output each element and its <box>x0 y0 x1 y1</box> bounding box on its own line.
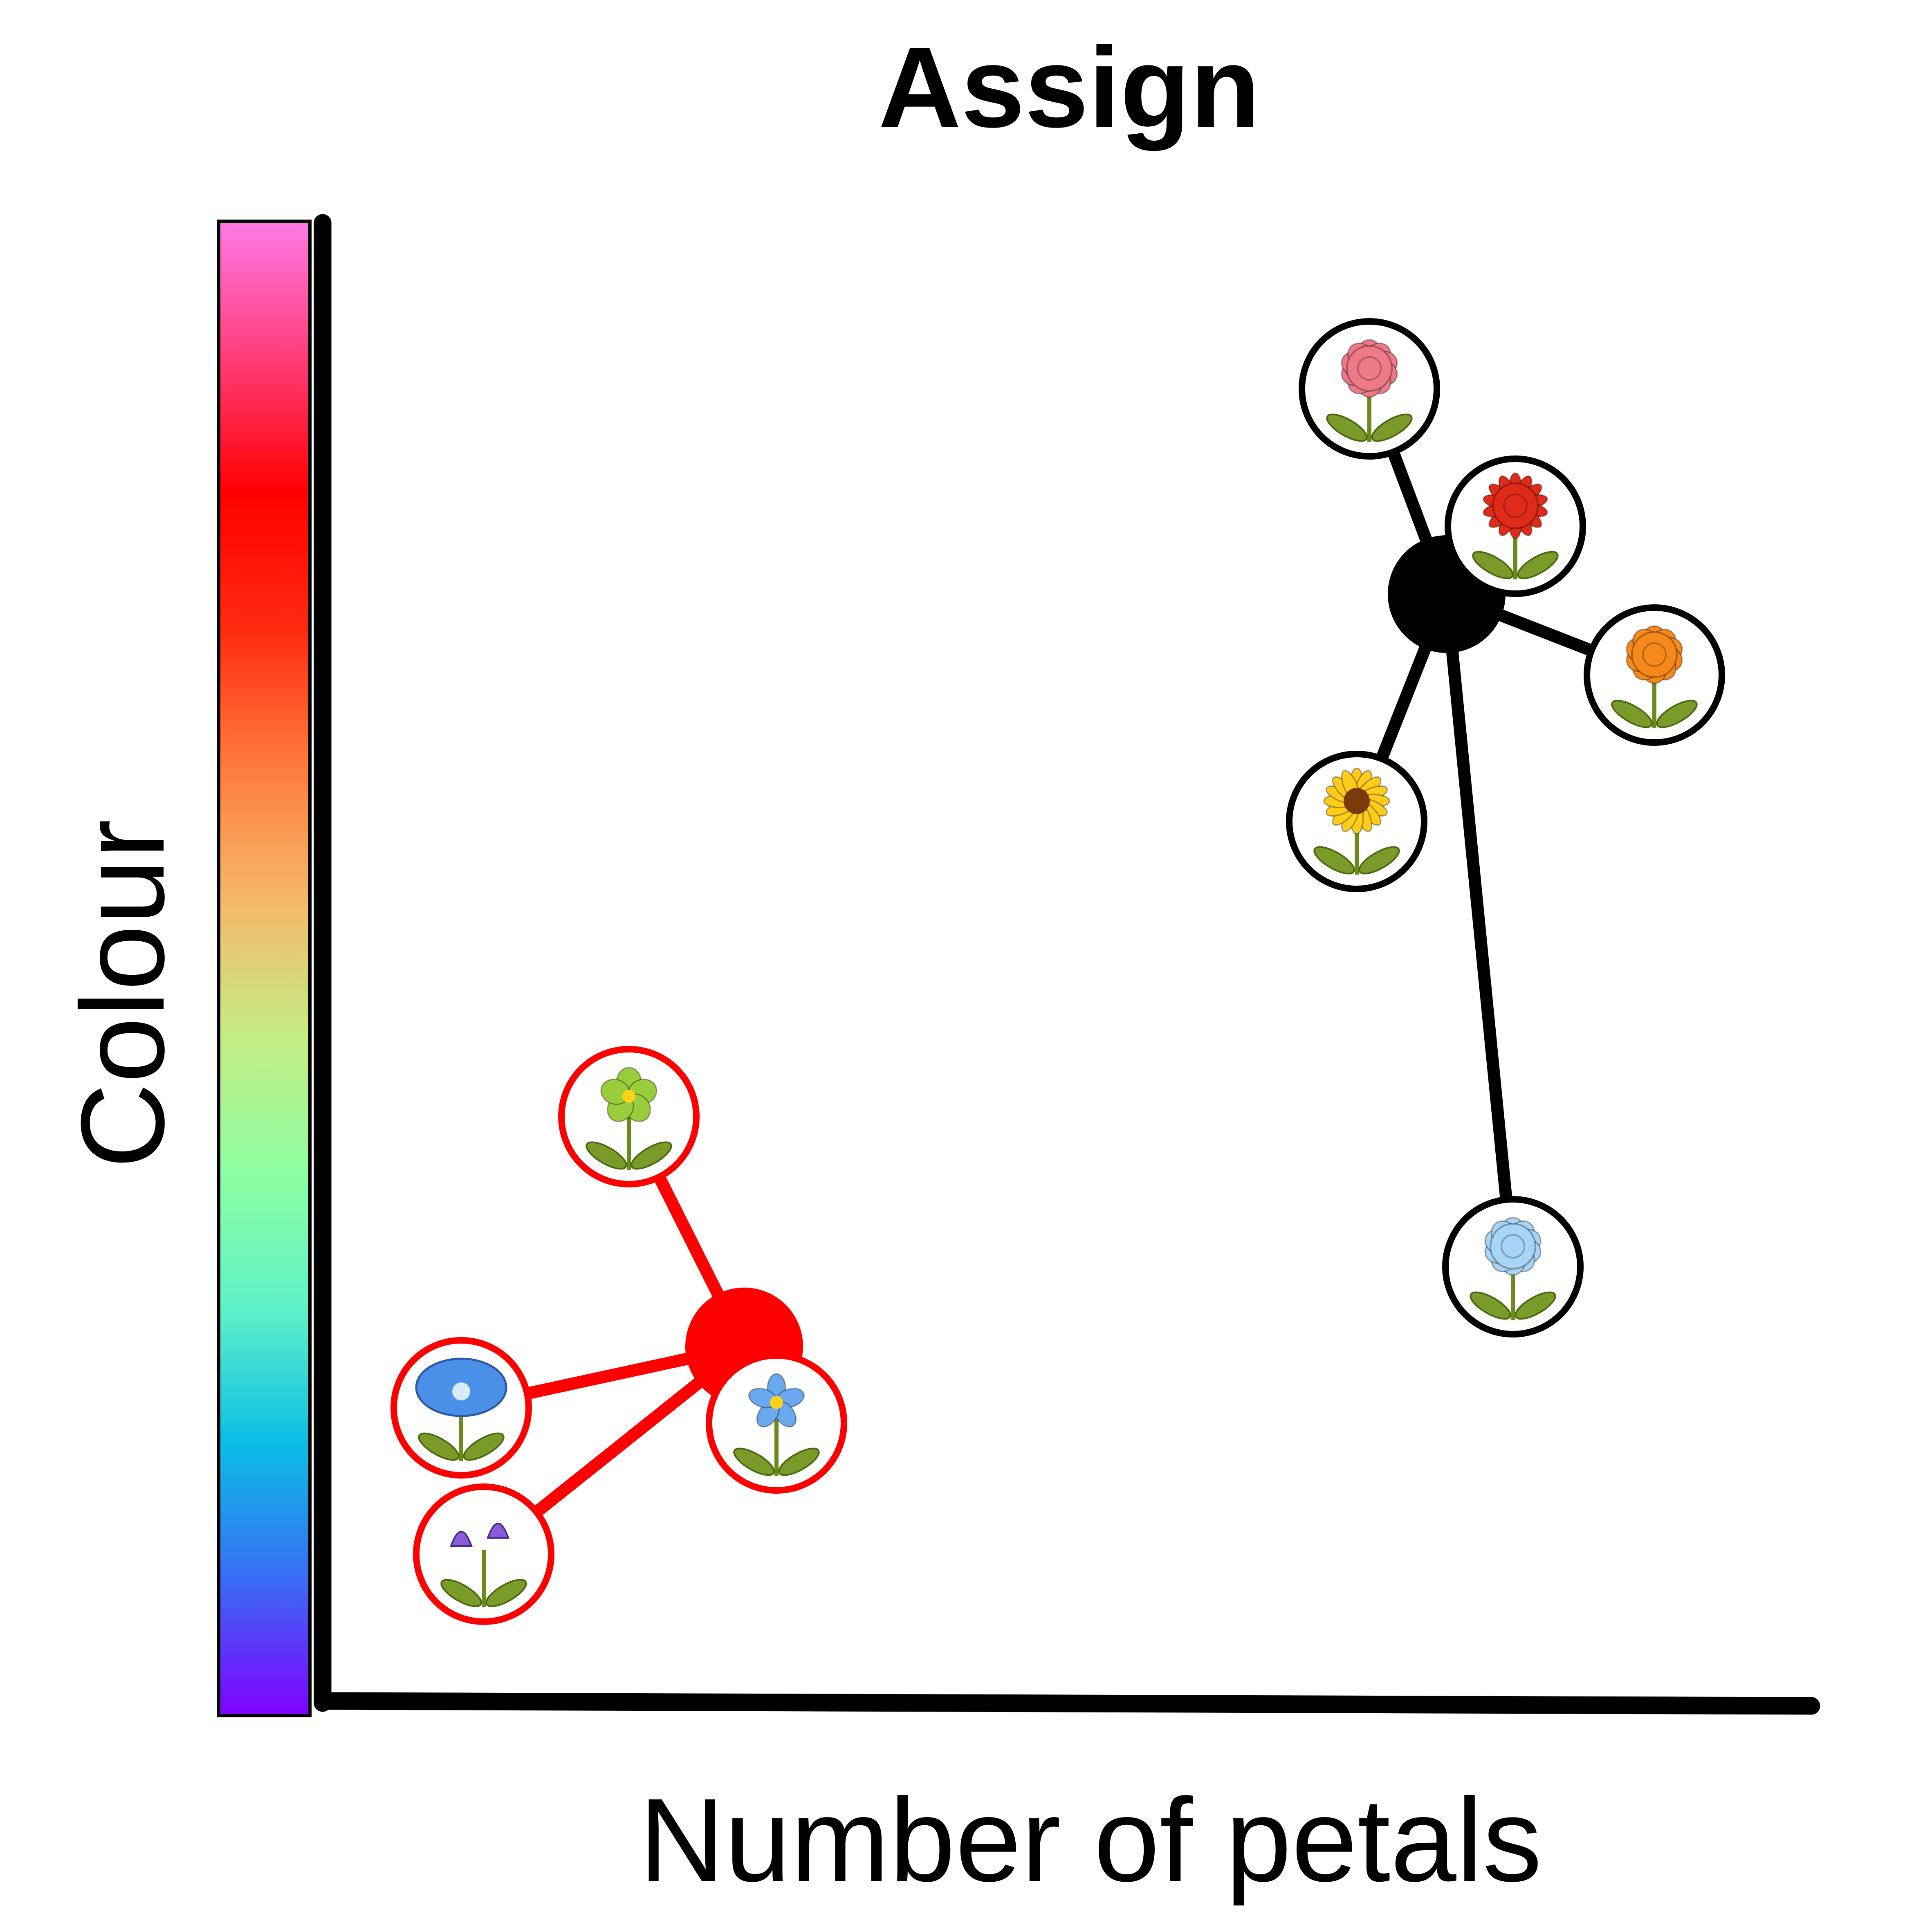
flower-center <box>622 1090 635 1103</box>
flower-node-purple-bellflower <box>413 1483 554 1625</box>
red-dahlia-icon <box>1472 472 1559 579</box>
leaf <box>418 1432 460 1461</box>
flower-node-green-flower <box>558 1046 700 1187</box>
green-flower-icon <box>586 1067 672 1170</box>
flower-head <box>1492 482 1539 529</box>
flower-node-light-blue-rose <box>1442 1196 1584 1337</box>
petal <box>487 1523 509 1539</box>
blue-star-flower-icon <box>733 1373 820 1476</box>
leaf <box>440 1579 482 1607</box>
flower-node-orange-marigold <box>1584 604 1725 746</box>
flower-node-blue-morning-glory <box>390 1337 532 1479</box>
flower-node-blue-star-flower <box>706 1352 847 1494</box>
flower-center <box>770 1396 783 1409</box>
flower-swirl <box>1501 1234 1525 1259</box>
x-axis-label: Number of petals <box>639 1774 1542 1907</box>
light-blue-rose-icon <box>1470 1217 1556 1320</box>
pink-carnation-icon <box>1326 339 1413 442</box>
leaf <box>778 1447 820 1476</box>
leaf <box>485 1579 527 1607</box>
blue-morning-glory-icon <box>415 1358 507 1461</box>
leaf <box>1611 700 1653 728</box>
purple-bellflower-icon <box>440 1523 527 1607</box>
flower-center <box>1344 788 1370 814</box>
flower-head <box>1631 631 1678 678</box>
leaf <box>733 1447 775 1476</box>
leaf <box>1313 846 1355 875</box>
leaf <box>631 1141 672 1170</box>
flower-node-pink-carnation <box>1299 318 1440 460</box>
flower-center <box>452 1382 470 1400</box>
petal <box>450 1531 473 1547</box>
flower-node-red-dahlia <box>1445 456 1586 597</box>
leaf <box>1472 551 1514 579</box>
leaf <box>586 1141 627 1170</box>
x-axis <box>314 1692 1820 1715</box>
chart-title: Assign <box>878 24 1260 152</box>
assignment-link <box>1441 593 1519 1268</box>
leaf <box>1358 846 1400 875</box>
flower-head <box>1490 1223 1536 1270</box>
flower-node-sunflower <box>1286 751 1427 892</box>
sunflower-icon <box>1313 767 1400 875</box>
leaf <box>1517 551 1559 579</box>
leaf <box>1326 413 1368 442</box>
leaf <box>1371 413 1413 442</box>
leaf <box>1515 1291 1556 1320</box>
flower-head <box>1346 345 1393 392</box>
flower-swirl <box>1642 642 1667 667</box>
leaf <box>463 1432 505 1461</box>
leaf <box>1656 700 1698 728</box>
colour-bar <box>217 220 312 1717</box>
flower-swirl <box>1503 494 1528 518</box>
y-axis-label: Colour <box>56 819 189 1169</box>
orange-marigold-icon <box>1611 625 1698 728</box>
flower-swirl <box>1357 356 1382 381</box>
leaf <box>1470 1291 1511 1320</box>
